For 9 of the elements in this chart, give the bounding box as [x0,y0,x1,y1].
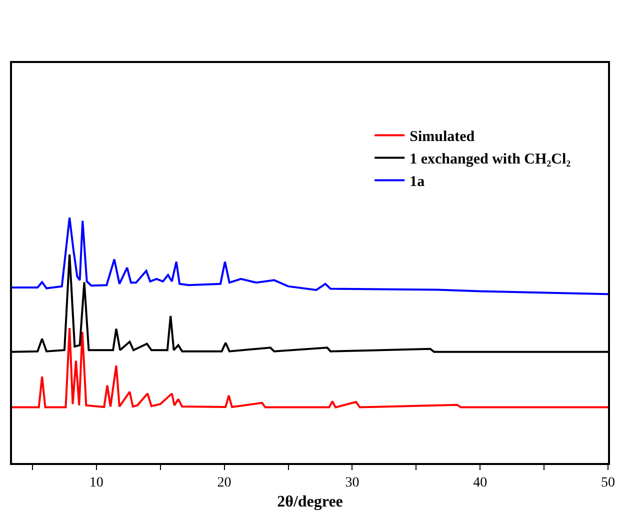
x-tick-label: 50 [601,476,615,491]
x-tick-label: 40 [473,476,488,491]
legend-label: 1a [410,174,426,190]
legend-label: 1 exchanged with CH₂Cl₂ [410,152,572,168]
x-tick-label: 20 [217,476,232,491]
legend-label: Simulated [410,129,476,146]
x-tick-label: 10 [89,476,104,491]
x-axis-title: 2θ/degree [277,494,343,511]
x-tick-label: 30 [345,476,360,491]
